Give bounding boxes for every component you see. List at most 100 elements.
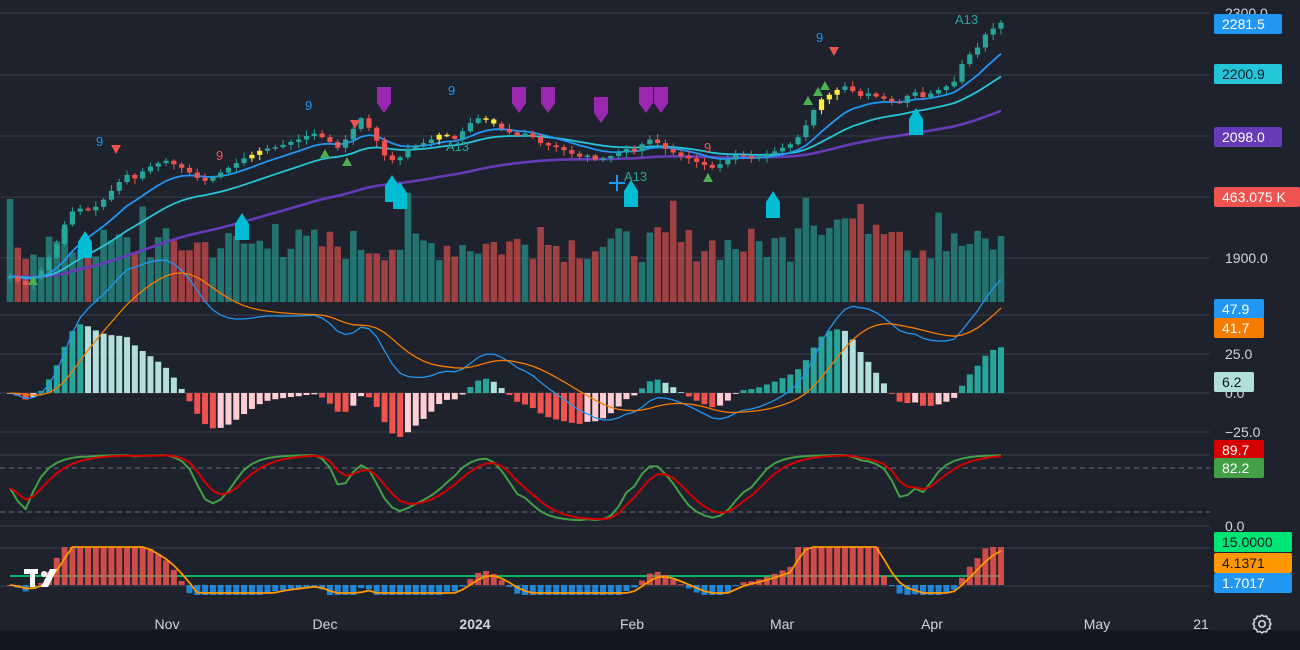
osc-bar xyxy=(131,547,138,585)
macd-histogram-bar xyxy=(568,393,575,423)
candle xyxy=(592,155,598,160)
volume-bar xyxy=(997,236,1005,302)
osc-bar xyxy=(397,585,404,595)
price-badge xyxy=(1214,372,1254,392)
osc-bar xyxy=(607,585,614,595)
volume-bar xyxy=(950,233,958,302)
candle xyxy=(803,125,809,138)
osc-bar xyxy=(202,585,209,595)
macd-histogram-bar xyxy=(662,382,669,393)
osc-bar xyxy=(256,585,263,595)
price-badge xyxy=(1214,553,1292,573)
volume-bar xyxy=(506,241,513,302)
osc-bar xyxy=(537,585,544,595)
volume-bar xyxy=(927,258,935,302)
macd-histogram-bar xyxy=(53,365,60,393)
osc-bar xyxy=(600,585,607,595)
volume-bar xyxy=(186,250,193,302)
macd-histogram-bar xyxy=(256,393,263,405)
macd-histogram-bar xyxy=(46,379,53,393)
price-badge xyxy=(1214,440,1264,460)
candle xyxy=(194,172,200,178)
price-badge-label: 2200.9 xyxy=(1222,66,1265,82)
candle xyxy=(483,118,489,120)
osc-bar xyxy=(506,585,513,587)
osc-bar xyxy=(38,582,45,585)
osc-bar xyxy=(787,566,794,585)
volume-bar xyxy=(396,249,404,302)
osc-bar xyxy=(412,585,419,595)
candle xyxy=(218,172,224,178)
candle xyxy=(639,144,645,152)
volume-bar xyxy=(826,228,833,302)
macd-histogram-bar xyxy=(506,393,513,395)
volume-bar xyxy=(69,252,76,302)
macd-histogram-bar xyxy=(428,393,435,412)
volume-bar xyxy=(576,258,583,302)
macd-histogram-bar xyxy=(233,393,240,420)
time-axis[interactable]: Nov Dec 2024 Feb Mar Apr May 21 xyxy=(155,616,1209,632)
osc-bar xyxy=(865,547,872,585)
gear-icon[interactable] xyxy=(1250,612,1274,636)
macd-histogram-bar xyxy=(756,387,763,393)
volume-bar xyxy=(615,228,622,302)
x-tick-label: Feb xyxy=(620,616,644,632)
volume-bar xyxy=(139,206,146,302)
macd-histogram-bar xyxy=(818,336,825,393)
volume-bar xyxy=(669,200,677,302)
candle xyxy=(342,139,349,148)
candle xyxy=(811,110,817,126)
volume-bar xyxy=(529,258,537,302)
osc-bar xyxy=(163,560,170,585)
osc-bar xyxy=(69,547,76,585)
candle xyxy=(608,156,614,159)
macd-histogram-bar xyxy=(264,393,271,401)
candle xyxy=(491,119,497,124)
macd-histogram-bar xyxy=(935,393,942,405)
macd-histogram-bar xyxy=(623,393,630,400)
volume-bar xyxy=(537,226,544,302)
sell-signal-marker xyxy=(654,87,668,113)
candle xyxy=(101,199,107,207)
macd-histogram-bar xyxy=(584,393,591,422)
candle xyxy=(475,118,481,123)
macd-histogram-bar xyxy=(537,393,544,414)
candle xyxy=(779,147,786,152)
macd-histogram-bar xyxy=(592,393,599,422)
candle xyxy=(452,135,458,139)
volume-bar xyxy=(857,203,864,302)
sell-signal-marker xyxy=(541,87,555,113)
osc-bar xyxy=(857,547,864,585)
candle xyxy=(46,257,52,271)
volume-bar xyxy=(841,218,849,302)
candle xyxy=(459,131,466,139)
macd-histogram-bar xyxy=(116,335,123,393)
down-triangle-marker xyxy=(829,47,839,56)
osc-bar xyxy=(779,570,786,585)
osc-bar xyxy=(365,585,372,590)
stoch-k-line xyxy=(9,454,1002,522)
osc-bar xyxy=(389,585,396,595)
osc-bar xyxy=(529,585,536,595)
candle xyxy=(374,127,380,141)
buy-signal-marker xyxy=(393,182,407,209)
macd-histogram-bar xyxy=(896,393,903,402)
macd-histogram-bar xyxy=(576,393,583,424)
down-triangle-marker xyxy=(111,145,121,154)
volume-bar xyxy=(896,231,903,302)
macd-histogram-bar xyxy=(287,393,294,397)
candle xyxy=(912,92,918,96)
price-badge xyxy=(1214,14,1282,34)
signal-label: 9 xyxy=(448,83,455,98)
osc-bar xyxy=(420,585,427,595)
candle xyxy=(116,182,122,191)
price-badge xyxy=(1214,318,1264,338)
candle xyxy=(647,139,653,145)
candle xyxy=(241,158,247,164)
osc-bar xyxy=(834,547,841,585)
volume-bar xyxy=(623,231,630,302)
osc-bar xyxy=(919,585,926,595)
osc-bar xyxy=(982,548,989,585)
candle xyxy=(787,144,793,148)
